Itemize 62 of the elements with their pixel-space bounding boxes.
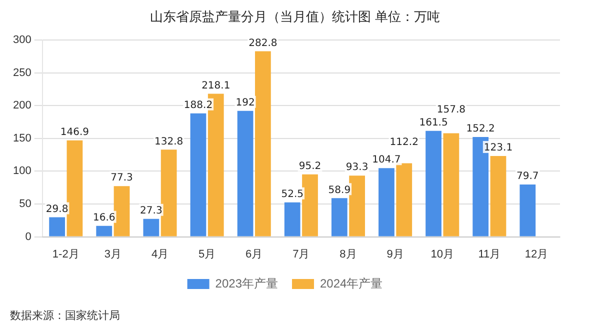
data-label: 52.5 <box>281 188 304 200</box>
x-tick-label: 10月 <box>430 248 454 260</box>
bar <box>284 202 300 236</box>
x-tick-label: 11月 <box>478 248 501 260</box>
data-label: 29.8 <box>46 204 68 215</box>
data-label: 16.6 <box>92 212 116 224</box>
y-tick-label: 100 <box>12 165 32 178</box>
bar <box>331 198 348 236</box>
bar <box>96 226 112 236</box>
bar <box>143 218 160 236</box>
bar <box>160 150 177 236</box>
data-label: 77.3 <box>110 172 133 184</box>
data-label: 282.8 <box>248 38 278 49</box>
y-tick-label: 0 <box>25 230 32 243</box>
data-label: 218.1 <box>202 80 230 92</box>
x-tick-label: 12月 <box>524 248 548 260</box>
data-label: 79.7 <box>516 171 539 182</box>
bar <box>255 51 271 236</box>
bar <box>114 186 130 236</box>
data-label: 161.5 <box>419 117 448 128</box>
source-note: 数据来源：国家统计局 <box>10 308 120 323</box>
x-tick-label: 8月 <box>340 248 357 260</box>
data-label: 95.2 <box>298 160 322 172</box>
data-label: 132.8 <box>154 136 184 148</box>
bar <box>349 176 365 236</box>
data-label: 58.9 <box>328 184 351 196</box>
y-tick-label: 200 <box>12 100 32 112</box>
data-label: 192 <box>236 97 255 108</box>
data-label: 157.8 <box>436 104 466 116</box>
bar <box>302 174 318 236</box>
data-label: 123.1 <box>484 142 513 154</box>
data-label: 27.3 <box>140 205 162 216</box>
y-tick-label: 300 <box>12 34 32 46</box>
data-label: 152.2 <box>466 124 495 135</box>
x-tick-label: 7月 <box>292 248 310 260</box>
bar <box>426 130 442 236</box>
bar <box>443 133 460 236</box>
bar <box>520 184 536 236</box>
bar <box>66 140 83 236</box>
y-tick-label: 50 <box>19 198 32 210</box>
data-label: 93.3 <box>346 162 368 174</box>
bar <box>49 217 65 236</box>
x-tick-label: 6月 <box>246 248 263 260</box>
x-tick-label: 5月 <box>198 248 216 260</box>
bar <box>378 168 394 236</box>
y-tick-label: 250 <box>12 66 32 79</box>
bar <box>490 156 506 236</box>
x-tick-label: 3月 <box>104 248 122 260</box>
x-tick-label: 1-2月 <box>52 248 80 260</box>
bar <box>190 113 206 236</box>
legend-label: 2024年产量 <box>320 276 383 290</box>
legend-label: 2023年产量 <box>215 276 278 290</box>
y-tick-label: 150 <box>12 132 32 144</box>
x-tick-label: 4月 <box>151 248 169 260</box>
x-tick-label: 9月 <box>386 248 404 260</box>
data-label: 188.2 <box>184 100 213 111</box>
bar <box>396 163 412 236</box>
chart-title: 山东省原盐产量分月（当月值）统计图 单位：万吨 <box>148 9 442 26</box>
bar <box>237 110 254 236</box>
data-label: 146.9 <box>60 127 90 138</box>
data-label: 112.2 <box>390 136 418 148</box>
data-label: 104.7 <box>372 154 401 166</box>
